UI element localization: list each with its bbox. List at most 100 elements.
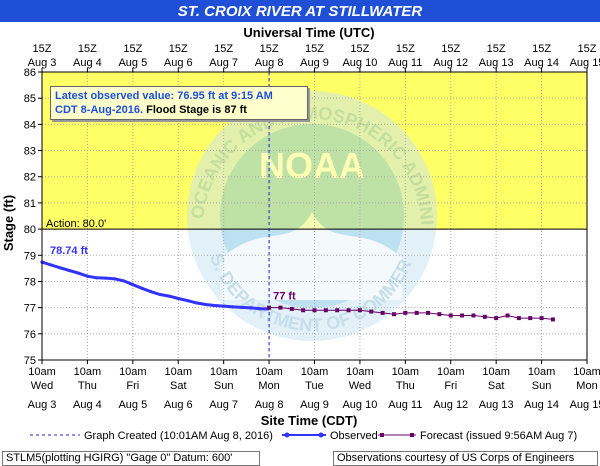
- footer-credit: Observations courtesy of US Corps of Eng…: [333, 451, 598, 466]
- y-tick-label: 85: [24, 93, 36, 105]
- top-tick-time: 15Z: [33, 43, 52, 55]
- action-stage-label: Action: 80.0': [46, 218, 106, 230]
- top-tick-date: Aug 14: [524, 57, 559, 69]
- forecast-point: [426, 310, 431, 315]
- top-axis-title: Universal Time (UTC): [243, 25, 374, 40]
- forecast-point: [301, 308, 306, 313]
- y-tick-label: 78: [24, 276, 36, 288]
- x-tick-date: Aug 4: [73, 399, 102, 411]
- observed-point: [94, 276, 99, 280]
- x-tick-date: Aug 9: [300, 399, 329, 411]
- latest-observed-line1: Latest observed value: 76.95 ft at 9:15 …: [55, 90, 273, 102]
- x-tick-day: Thu: [396, 380, 415, 392]
- legend-forecast-label: Forecast (issued 9:56AM Aug 7): [420, 430, 577, 442]
- y-tick-label: 86: [24, 67, 36, 79]
- y-tick-label: 82: [24, 172, 36, 184]
- last-value-label: 77 ft: [273, 291, 296, 303]
- forecast-point: [539, 316, 544, 321]
- forecast-point: [369, 309, 374, 314]
- forecast-point: [267, 305, 272, 310]
- observed-point: [158, 292, 162, 297]
- observed-point: [258, 307, 262, 311]
- x-tick-day: Fri: [444, 380, 457, 392]
- x-tick-date: Aug 15: [570, 399, 600, 411]
- forecast-point: [471, 313, 476, 318]
- x-tick-day: Sat: [488, 380, 505, 392]
- y-tick-label: 80: [24, 224, 36, 236]
- y-tick-label: 81: [24, 198, 36, 210]
- legend-observed-label: Observed: [330, 430, 378, 442]
- x-tick-date: Aug 8: [255, 399, 284, 411]
- x-tick-time: 10am: [346, 366, 374, 378]
- x-tick-date: Aug 14: [524, 399, 559, 411]
- observed-point: [203, 302, 208, 307]
- top-tick-date: Aug 5: [118, 57, 147, 69]
- footer-datum: STLM5(plotting HGIRG) "Gage 0" Datum: 60…: [2, 451, 260, 466]
- observed-point: [240, 305, 244, 309]
- observed-point: [103, 276, 108, 280]
- observed-point: [113, 277, 117, 281]
- forecast-point: [448, 313, 453, 318]
- forecast-point: [505, 313, 510, 318]
- x-tick-day: Fri: [126, 380, 139, 392]
- x-tick-day: Sat: [170, 380, 187, 392]
- observed-point: [222, 304, 226, 308]
- observed-point: [176, 296, 180, 301]
- forecast-point: [312, 308, 317, 313]
- x-tick-time: 10am: [437, 366, 465, 378]
- x-tick-date: Aug 12: [433, 399, 468, 411]
- x-tick-time: 10am: [573, 366, 600, 378]
- y-tick-label: 79: [24, 250, 36, 262]
- latest-observed-box: Latest observed value: 76.95 ft at 9:15 …: [50, 86, 308, 120]
- forecast-point: [335, 308, 340, 313]
- top-tick-date: Aug 8: [255, 57, 284, 69]
- flood-stage-text: Flood Stage is 87 ft: [146, 104, 247, 116]
- x-tick-date: Aug 3: [28, 399, 57, 411]
- title-bar: [0, 0, 600, 22]
- top-tick-time: 15Z: [214, 43, 233, 55]
- forecast-point: [289, 306, 294, 311]
- observed-point: [49, 263, 53, 267]
- top-tick-time: 15Z: [305, 43, 324, 55]
- x-tick-time: 10am: [482, 366, 510, 378]
- top-tick-date: Aug 6: [164, 57, 193, 69]
- top-tick-time: 15Z: [532, 43, 551, 55]
- x-tick-date: Aug 11: [388, 399, 422, 411]
- observed-point: [249, 306, 253, 310]
- x-tick-day: Thu: [78, 380, 97, 392]
- legend-observed-marker: [284, 432, 290, 438]
- top-tick-time: 15Z: [169, 43, 188, 55]
- top-tick-time: 15Z: [350, 43, 369, 55]
- chart-title: ST. CROIX RIVER AT STILLWATER: [178, 3, 423, 20]
- y-tick-label: 83: [24, 146, 36, 158]
- top-tick-time: 15Z: [396, 43, 415, 55]
- top-tick-time: 15Z: [487, 43, 506, 55]
- first-value-label: 78.74 ft: [50, 245, 88, 257]
- forecast-point: [323, 308, 328, 313]
- forecast-point: [528, 316, 533, 321]
- top-tick-time: 15Z: [578, 43, 597, 55]
- observed-point: [76, 271, 80, 275]
- forecast-point: [482, 314, 487, 319]
- forecast-point: [380, 310, 385, 315]
- legend: Graph Created (10:01AM Aug 8, 2016) Obser…: [30, 430, 577, 442]
- x-tick-time: 10am: [255, 366, 283, 378]
- x-tick-time: 10am: [528, 366, 556, 378]
- forecast-point: [550, 317, 555, 322]
- observed-point: [194, 301, 199, 305]
- observed-point: [231, 305, 235, 309]
- x-axis-title: Site Time (CDT): [261, 413, 358, 428]
- forecast-point: [414, 310, 419, 315]
- x-tick-time: 10am: [28, 366, 56, 378]
- observed-point: [85, 274, 90, 278]
- observed-point: [149, 290, 153, 294]
- forecast-point: [460, 313, 465, 318]
- top-tick-date: Aug 15: [570, 57, 600, 69]
- forecast-point: [403, 310, 408, 315]
- x-tick-date: Aug 7: [209, 399, 238, 411]
- x-tick-time: 10am: [392, 366, 420, 378]
- top-tick-time: 15Z: [441, 43, 460, 55]
- top-tick-date: Aug 3: [28, 57, 57, 69]
- forecast-point: [494, 316, 499, 321]
